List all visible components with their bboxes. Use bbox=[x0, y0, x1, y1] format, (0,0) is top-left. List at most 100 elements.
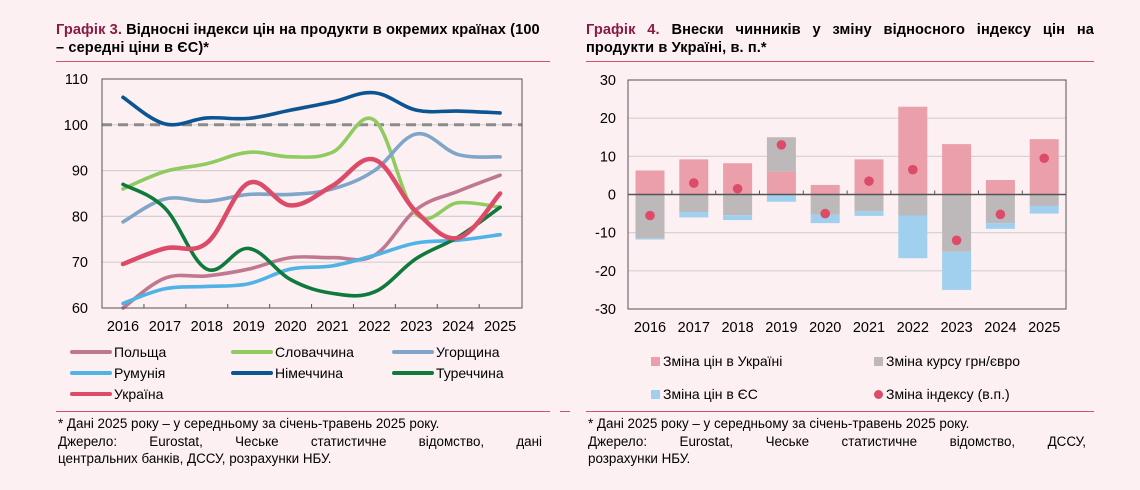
x-tick-label: 2016 bbox=[634, 320, 666, 336]
footnote-rule bbox=[56, 411, 550, 412]
footnote: * Дані 2025 року – у середньому за січен… bbox=[58, 416, 440, 431]
source-line-2: центральних банків, ДССУ, розрахунки НБУ… bbox=[58, 451, 332, 466]
line-chart-legend: Польща Словаччина Угорщина Румунія Німеччина… bbox=[70, 340, 550, 410]
legend-swatch bbox=[874, 356, 883, 366]
index-change-dot-2024 bbox=[995, 209, 1006, 220]
plot-frame bbox=[101, 78, 523, 309]
legend-swatch bbox=[392, 371, 434, 375]
legend-item: Зміна курсу грн/євро bbox=[874, 353, 1020, 369]
legend-item: Румунія bbox=[70, 365, 165, 381]
x-tick-label: 2019 bbox=[233, 319, 265, 335]
legend-swatch bbox=[874, 389, 883, 399]
x-tick-label: 2020 bbox=[274, 319, 306, 335]
bar-Зміна цін в Україні-2016 bbox=[635, 170, 665, 195]
bar-Зміна цін в Україні-2024 bbox=[985, 179, 1015, 195]
legend-swatch bbox=[70, 350, 112, 354]
x-tick-label: 2023 bbox=[400, 319, 432, 335]
y-tick-label: 60 bbox=[72, 301, 88, 317]
legend-label: Зміна цін в Україні bbox=[663, 353, 783, 369]
bar-Зміна цін в ЄС-2021 bbox=[854, 211, 884, 216]
x-tick-label: 2025 bbox=[484, 319, 516, 335]
chart-3-title-number: Графік 3. bbox=[56, 22, 123, 38]
legend-item: Україна bbox=[70, 386, 163, 402]
legend-label: Угорщина bbox=[436, 344, 500, 360]
legend-label: Польща bbox=[114, 344, 167, 360]
divider-stub bbox=[560, 411, 570, 412]
bar-Зміна курсу грн/євро-2025 bbox=[1029, 194, 1059, 206]
legend-item: Німеччина bbox=[231, 365, 343, 381]
bar-Зміна цін в ЄС-2023 bbox=[942, 251, 972, 290]
legend-item: Зміна цін в Україні bbox=[651, 353, 782, 369]
x-tick-label: 2020 bbox=[809, 320, 841, 336]
legend-swatch bbox=[231, 371, 273, 375]
bar-Зміна цін в ЄС-2016 bbox=[635, 238, 665, 240]
x-tick-label: 2022 bbox=[358, 319, 390, 335]
bar-Зміна курсу грн/євро-2018 bbox=[723, 194, 753, 216]
y-tick-label: 90 bbox=[72, 164, 88, 180]
legend-item: Польща bbox=[70, 344, 166, 360]
bar-Зміна цін в Україні-2023 bbox=[942, 144, 972, 195]
legend-label: Зміна індексу (в.п.) bbox=[886, 386, 1010, 402]
y-tick-label: 30 bbox=[600, 73, 616, 89]
legend-label: Німеччина bbox=[275, 365, 344, 381]
chart-3-title: Графік 3. Відносні індекси цін на продук… bbox=[56, 21, 550, 57]
chart-4-title: Графік 4. Внески чинників у зміну віднос… bbox=[586, 21, 1094, 57]
x-tick-label: 2024 bbox=[442, 319, 474, 335]
legend-swatch bbox=[70, 392, 112, 396]
title-rule bbox=[56, 61, 550, 62]
legend-label: Туреччина bbox=[436, 365, 504, 381]
bar-Зміна цін в Україні-2022 bbox=[898, 106, 928, 195]
chart-panel-4: Графік 4. Внески чинників у зміну віднос… bbox=[586, 0, 1094, 490]
legend-label: Румунія bbox=[114, 365, 166, 381]
bar-Зміна цін в Україні-2019 bbox=[766, 171, 796, 195]
legend-swatch bbox=[392, 350, 434, 354]
series-line-Румунія bbox=[121, 232, 502, 306]
bar-Зміна курсу грн/євро-2022 bbox=[898, 194, 928, 216]
y-tick-label: -30 bbox=[595, 302, 616, 318]
chart-3-title-text: Відносні індекси цін на продукти в окрем… bbox=[56, 22, 540, 56]
index-change-dot-2025 bbox=[1039, 153, 1049, 164]
x-tick-label: 2025 bbox=[1028, 320, 1060, 336]
x-tick-label: 2016 bbox=[107, 319, 139, 335]
bar-Зміна курсу грн/євро-2017 bbox=[679, 194, 709, 213]
x-tick-label: 2021 bbox=[316, 319, 348, 335]
plot-frame bbox=[627, 79, 1067, 310]
legend-swatch bbox=[231, 350, 273, 354]
bar-Зміна цін в ЄС-2020 bbox=[810, 214, 840, 224]
chart-panel-3: Графік 3. Відносні індекси цін на продук… bbox=[56, 0, 550, 490]
series-line-Польща bbox=[121, 173, 502, 310]
bar-Зміна цін в ЄС-2017 bbox=[679, 212, 709, 218]
index-change-dot-2020 bbox=[820, 208, 830, 219]
series-line-Угорщина bbox=[121, 132, 502, 224]
source-line-1: Джерело: Eurostat, Чеське статистичне ві… bbox=[588, 433, 1086, 449]
series-line-Туреччина bbox=[121, 182, 502, 298]
y-tick-label: 110 bbox=[65, 72, 88, 88]
x-tick-label: 2018 bbox=[721, 320, 753, 336]
bar-Зміна цін в ЄС-2024 bbox=[985, 223, 1015, 229]
bar-Зміна курсу грн/євро-2020 bbox=[810, 194, 840, 215]
bar-Зміна цін в Україні-2020 bbox=[810, 184, 840, 195]
legend-swatch bbox=[70, 371, 112, 375]
legend-label: Зміна курсу грн/євро bbox=[886, 353, 1021, 369]
y-tick-label: 70 bbox=[72, 255, 88, 271]
y-tick-label: -10 bbox=[595, 226, 616, 242]
legend-item: Зміна цін в ЄС bbox=[651, 386, 758, 402]
y-tick-label: 100 bbox=[64, 118, 88, 134]
bar-Зміна цін в ЄС-2018 bbox=[723, 215, 753, 221]
bar-Зміна курсу грн/євро-2021 bbox=[854, 194, 884, 212]
bar-chart: -30 -20 -10 0 10 20 30 2016 2017 2018 2019 2020 202… bbox=[595, 73, 1067, 336]
bar-Зміна цін в ЄС-2025 bbox=[1029, 205, 1059, 214]
index-change-dot-2018 bbox=[732, 183, 743, 194]
legend-label: Україна bbox=[114, 386, 164, 402]
source-line-1: Джерело: Eurostat, Чеське статистичне ві… bbox=[58, 433, 542, 449]
footnote-rule bbox=[586, 411, 1094, 412]
index-change-dot-2022 bbox=[908, 164, 918, 175]
index-change-dot-2021 bbox=[864, 176, 874, 186]
bar-Зміна цін в Україні-2017 bbox=[679, 159, 709, 195]
y-tick-label: 0 bbox=[608, 188, 616, 204]
line-chart: 60 70 80 90 100 110 2016 2017 2018 2019 2020 2021 2… bbox=[64, 72, 523, 335]
x-tick-label: 2018 bbox=[191, 319, 223, 335]
x-tick-label: 2019 bbox=[765, 320, 797, 336]
y-tick-label: 80 bbox=[72, 209, 88, 225]
bar-Зміна цін в ЄС-2019 bbox=[766, 194, 796, 202]
